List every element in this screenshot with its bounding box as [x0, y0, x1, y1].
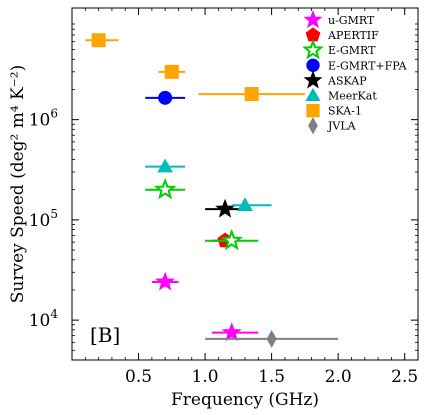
legend-item-ska-1: SKA-1 — [306, 103, 362, 118]
legend-label: ASKAP — [327, 74, 367, 87]
legend-marker-meerkat — [305, 87, 321, 101]
e-gmrt-data-point — [220, 228, 243, 251]
ska-1-data-point — [164, 64, 179, 79]
legend-marker-jvla — [308, 117, 318, 135]
x-axis-ticks: 0.5 1.0 1.5 2.0 2.5 — [84, 8, 418, 387]
legend-item-askap: ASKAP — [303, 70, 367, 89]
x-axis-title: Frequency (GHz) — [171, 390, 319, 410]
legend-label: JVLA — [327, 120, 357, 133]
plot-area — [71, 7, 419, 361]
e-gmrt-fpa-data-point — [158, 90, 173, 105]
legend-marker-e-gmrt-fpa — [306, 58, 320, 72]
y-tick-base: 10 — [29, 311, 51, 331]
legend-item-jvla: JVLA — [308, 117, 357, 135]
series-layer — [85, 33, 339, 348]
series-ska-1 — [85, 33, 305, 102]
jvla-data-point — [266, 329, 277, 348]
ska-1-data-point — [244, 87, 259, 102]
y-tick-exponent: 6 — [50, 107, 58, 121]
legend-label: MeerKat — [328, 90, 377, 103]
y-tick-base: 10 — [29, 211, 51, 231]
legend-item-e-gmrt-fpa: E-GMRT+FPA — [306, 58, 408, 72]
series-e-gmrt — [145, 177, 259, 251]
askap-data-point — [215, 198, 235, 218]
legend-marker-askap — [303, 70, 323, 89]
legend-marker-e-gmrt — [302, 38, 324, 60]
legend-label: APERTIF — [327, 29, 379, 42]
x-tick-label: 2.5 — [391, 367, 418, 387]
legend-label: E-GMRT — [328, 44, 376, 57]
series-meerkat — [145, 158, 272, 211]
series-u-gmrt — [151, 271, 259, 342]
ska-1-data-point — [91, 33, 106, 48]
y-tick-base: 10 — [29, 111, 51, 131]
legend-item-meerkat: MeerKat — [305, 87, 377, 103]
x-tick-label: 1.5 — [258, 367, 285, 387]
y-tick-exponent: 4 — [50, 307, 58, 321]
legend-item-u-gmrt: u-GMRT — [303, 10, 375, 29]
legend-label: u-GMRT — [328, 14, 375, 27]
legend-marker-u-gmrt — [303, 10, 323, 29]
meerkat-data-point — [237, 197, 253, 211]
series-jvla — [205, 329, 339, 348]
x-tick-label: 0.5 — [125, 367, 152, 387]
u-gmrt-data-point — [221, 322, 242, 342]
y-axis-title: Survey Speed (deg² m⁴ K⁻²) — [8, 65, 28, 303]
y-tick-label: 104 — [29, 307, 59, 331]
x-tick-label: 1.0 — [192, 367, 219, 387]
legend-label: SKA-1 — [328, 105, 362, 118]
legend-item-e-gmrt: E-GMRT — [302, 38, 376, 60]
u-gmrt-data-point — [155, 271, 176, 291]
series-e-gmrt-fpa — [145, 90, 186, 105]
e-gmrt-data-point — [153, 177, 177, 200]
legend: u-GMRT APERTIF E-GMRT E-GMRT+FPA ASKAP MeerKa… — [302, 10, 408, 135]
meerkat-data-point — [157, 158, 174, 173]
y-tick-label: 105 — [29, 207, 58, 231]
x-tick-label: 2.0 — [325, 367, 352, 387]
legend-marker-ska-1 — [306, 103, 320, 118]
legend-item-apertif: APERTIF — [305, 27, 379, 42]
y-tick-exponent: 5 — [50, 207, 58, 221]
legend-label: E-GMRT+FPA — [328, 59, 408, 72]
panel-label: [B] — [90, 323, 120, 347]
y-tick-label: 106 — [29, 107, 58, 131]
